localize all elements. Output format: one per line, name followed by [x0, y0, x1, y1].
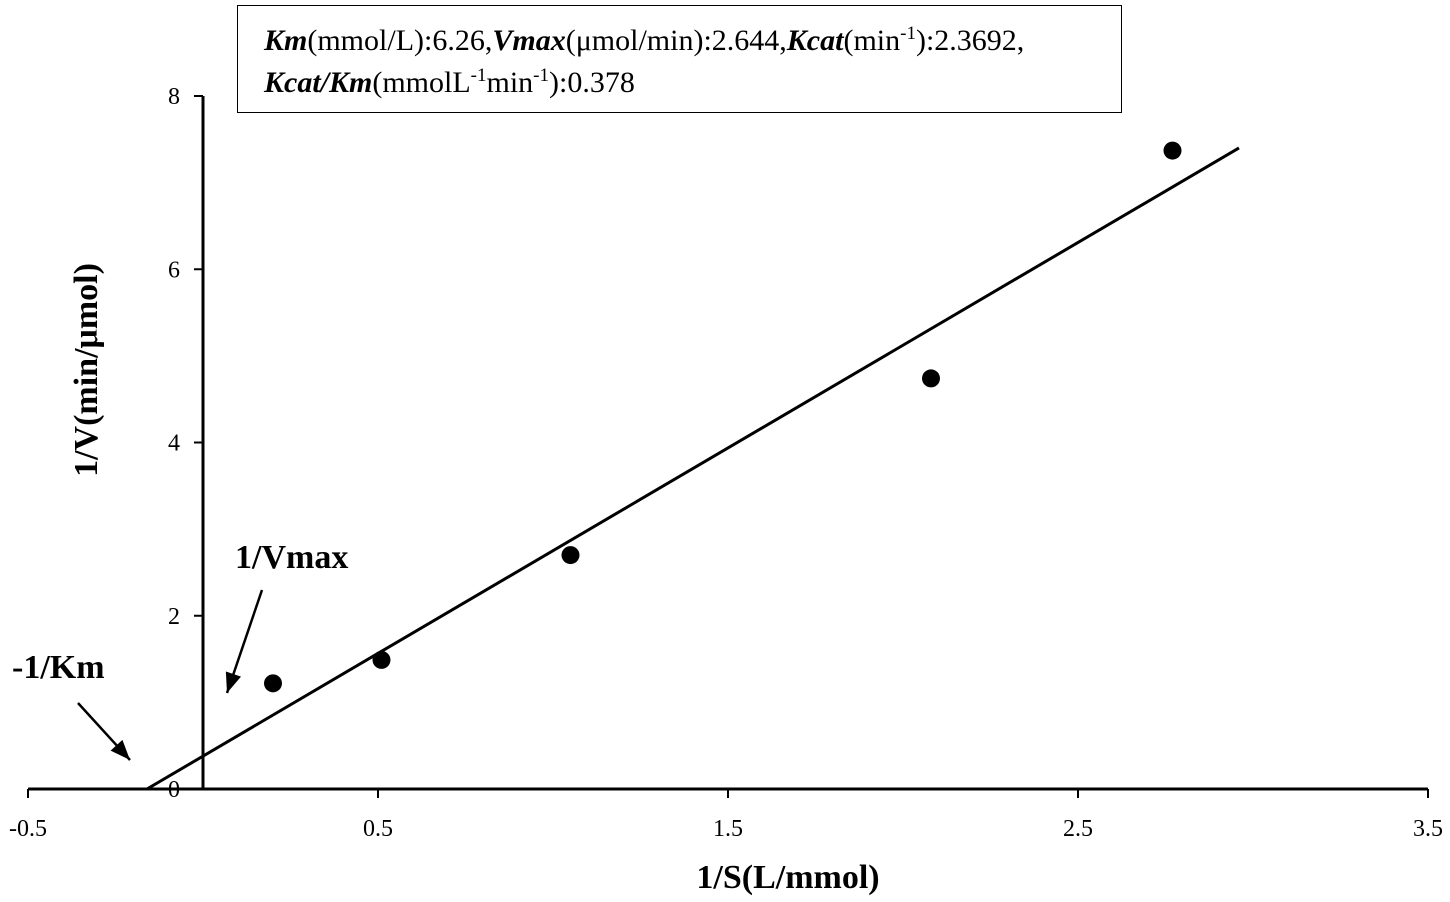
kcatkm-unit-mid: min: [486, 66, 534, 99]
km-value: 6.26: [432, 24, 485, 57]
y-tick-label: 2: [168, 604, 180, 630]
kcatkm-name: Kcat/Km: [264, 66, 373, 99]
y-axis-label: 1/V(min/μmol): [68, 263, 105, 477]
parameters-line-2: Kcat/Km(mmolL-1min-1):0.378: [264, 62, 1121, 104]
kcatkm-unit-exp2: -1: [533, 65, 549, 86]
data-point: [1163, 141, 1182, 160]
y-tick-label: 8: [168, 84, 180, 110]
y-tick-label: 6: [168, 257, 180, 283]
x-axis-label: 1/S(L/mmol): [696, 859, 879, 896]
y-tick-label: 0: [168, 777, 180, 803]
kinetic-parameters-box: Km(mmol/L):6.26,Vmax(μmol/min):2.644,Kca…: [237, 5, 1122, 113]
x-tick-label: 1.5: [713, 816, 743, 842]
x-tick-label: -0.5: [9, 816, 47, 842]
kcatkm-unit-pre: (mmolL: [372, 66, 471, 99]
kcat-unit-pre: (min: [843, 24, 901, 57]
data-point: [264, 674, 282, 693]
x-tick-label: 0.5: [363, 816, 393, 842]
kcat-value: 2.3692: [934, 24, 1017, 57]
fit-line-group: [146, 146, 1240, 791]
kcatkm-unit-exp1: -1: [470, 65, 487, 86]
tick-labels: -0.5 0.5 1.5 2.5 3.5 0 2 4 6 8: [9, 84, 1443, 842]
km-name: Km: [264, 24, 308, 57]
vmax-value: 2.644: [711, 24, 780, 57]
data-point: [922, 369, 940, 388]
kcat-unit-post: ):: [915, 24, 935, 57]
vmax-unit: (μmol/min):: [565, 24, 712, 57]
vmax-name: Vmax: [492, 24, 566, 57]
x-tick-label: 2.5: [1063, 816, 1093, 842]
kcat-name: Kcat: [786, 24, 844, 57]
parameters-line-1: Km(mmol/L):6.26,Vmax(μmol/min):2.644,Kca…: [264, 23, 1025, 57]
kcatkm-value: 0.378: [567, 66, 635, 99]
annotation-arrows: [77, 589, 264, 761]
axes: [27, 95, 1429, 798]
data-point: [561, 546, 580, 565]
y-tick-label: 4: [168, 431, 180, 457]
km-arrow-head: [110, 739, 130, 760]
x-tick-label: 3.5: [1413, 816, 1443, 842]
kcatkm-unit-post: ):: [549, 66, 568, 99]
vmax-annotation: 1/Vmax: [235, 539, 348, 576]
data-points: [264, 141, 1182, 693]
km-annotation: -1/Km: [12, 649, 105, 686]
data-point: [372, 650, 391, 669]
vmax-arrow-head: [225, 671, 242, 693]
kcat-unit-exp: -1: [900, 23, 916, 44]
km-unit: (mmol/L):: [307, 24, 433, 57]
fit-line: [146, 146, 1240, 791]
